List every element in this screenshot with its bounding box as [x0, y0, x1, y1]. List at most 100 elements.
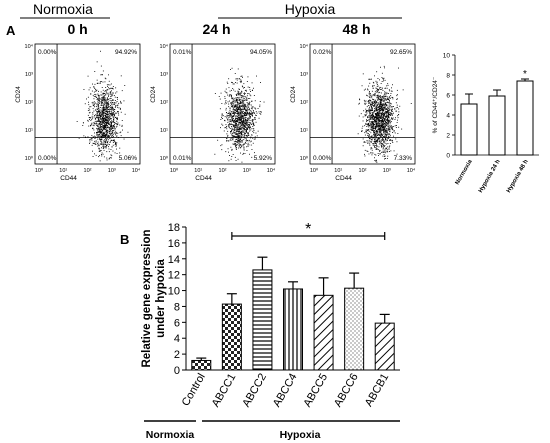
small-x-tick-label: Hypoxia 24 h — [478, 159, 502, 194]
flow-x-tick-label: 10² — [219, 168, 227, 174]
flow-x-tick-label: 10³ — [383, 168, 391, 174]
big-x-tick-label: Control — [180, 372, 208, 409]
flow-plot-frame — [309, 43, 416, 165]
small-bar — [516, 80, 534, 156]
big-y-tick-label: 2 — [174, 349, 180, 361]
quadrant-upper-right-value: 94.92% — [115, 49, 137, 56]
big-bar-abcc5 — [313, 294, 334, 371]
big-y-tick-label: 0 — [174, 365, 180, 377]
big-x-tick-label: ABCB1 — [363, 372, 391, 409]
flow-x-tick-label: 10¹ — [334, 168, 342, 174]
flow-time-label: 0 h — [68, 21, 88, 37]
flow-x-tick-label: 10⁴ — [132, 167, 141, 174]
flow-y-axis-label: CD24 — [290, 86, 297, 103]
small-y-tick-label: 8 — [446, 73, 450, 80]
flow-x-tick-label: 10⁰ — [35, 167, 44, 174]
flow-x-tick-label: 10² — [84, 168, 92, 174]
small-y-tick-label: 10 — [443, 53, 451, 60]
big-x-tick-label: ABCC2 — [240, 372, 269, 410]
hypoxia-group-label: Hypoxia — [280, 429, 321, 441]
big-y-tick-label: 6 — [174, 317, 180, 329]
flow-plot-frame — [169, 43, 276, 165]
flow-x-tick-label: 10⁴ — [407, 167, 416, 174]
gene-expression-bar-chart: 0 2 4 6 8 10 12 14 16 18 Relative gene expression u… — [141, 221, 400, 441]
flow-x-tick-label: 10² — [359, 168, 367, 174]
big-bar-abcc6 — [344, 287, 365, 371]
big-y-tick-label: 14 — [168, 254, 180, 266]
panel-label-b: B — [120, 232, 129, 247]
big-x-tick-label: ABCC1 — [210, 372, 239, 410]
small-bar — [460, 103, 478, 156]
hypoxia-header: Hypoxia — [285, 1, 336, 17]
big-y-tick-label: 18 — [168, 222, 180, 234]
flow-x-tick-label: 10⁴ — [267, 167, 276, 174]
small-bar — [488, 95, 506, 156]
flow-y-tick-label: 10³ — [25, 72, 33, 78]
flow-panel-1: 24 h 0.01% 94.05% 0.01% 5.92% 10⁰ 10¹ 10² 10³ 10⁴… — [150, 21, 276, 182]
quadrant-lower-right-value: 5.06% — [119, 155, 138, 162]
flow-y-tick-label: 10⁰ — [160, 155, 169, 162]
big-y-tick-label: 10 — [168, 286, 180, 298]
flow-y-tick-label: 10⁰ — [25, 155, 34, 162]
flow-y-axis-label: CD24 — [15, 86, 22, 103]
flow-plot-frame — [34, 43, 141, 165]
flow-y-tick-label: 10⁴ — [160, 43, 169, 50]
big-y-axis-label-line1: Relative gene expression — [141, 229, 153, 367]
flow-x-axis-label: CD44 — [60, 175, 77, 182]
flow-y-tick-label: 10³ — [160, 72, 168, 78]
big-bar-abcc4 — [283, 288, 303, 371]
quadrant-lower-left-value: 0.01% — [173, 155, 192, 162]
quadrant-upper-left-value: 0.00% — [38, 49, 57, 56]
quadrant-upper-right-value: 94.05% — [250, 49, 272, 56]
small-x-tick-label: Hypoxia 48 h — [506, 159, 530, 194]
quadrant-lower-left-value: 0.00% — [38, 155, 57, 162]
small-y-tick-label: 2 — [446, 133, 450, 140]
big-bar-abcc1 — [221, 303, 242, 371]
flow-x-tick-label: 10³ — [108, 168, 116, 174]
big-x-tick-label: ABCC4 — [271, 372, 300, 410]
flow-y-axis-label: CD24 — [150, 86, 157, 103]
flow-x-tick-label: 10⁰ — [170, 167, 179, 174]
flow-time-label: 48 h — [343, 21, 371, 37]
flow-cytometry-panels: 0 h 0.00% 94.92% 0.00% 5.06% 10⁰ 10¹ 10² 10³ 10⁴ 1… — [15, 21, 416, 182]
flow-y-tick-label: 10⁰ — [300, 155, 309, 162]
flow-y-tick-label: 10¹ — [25, 128, 33, 134]
flow-panel-0: 0 h 0.00% 94.92% 0.00% 5.06% 10⁰ 10¹ 10² 10³ 10⁴ 1… — [15, 21, 141, 182]
big-x-tick-label: ABCC5 — [301, 372, 330, 410]
flow-x-tick-label: 10³ — [243, 168, 251, 174]
small-y-tick-label: 4 — [446, 113, 450, 120]
flow-scatter-points — [214, 67, 265, 163]
flow-y-tick-label: 10⁴ — [300, 43, 309, 50]
big-bar-abcb1 — [374, 322, 395, 371]
big-y-tick-label: 8 — [174, 301, 180, 313]
flow-x-tick-label: 10⁰ — [310, 167, 319, 174]
flow-y-tick-label: 10⁴ — [25, 43, 34, 50]
small-x-tick-label: Normoxia — [455, 158, 474, 186]
quadrant-lower-left-value: 0.00% — [313, 155, 332, 162]
small-y-tick-label: 6 — [446, 93, 450, 100]
flow-panel-2: 48 h 0.02% 92.65% 0.00% 7.33% 10⁰ 10¹ 10² 10³ 10⁴… — [290, 21, 416, 182]
quadrant-lower-right-value: 7.33% — [394, 155, 413, 162]
flow-y-tick-label: 10² — [160, 100, 168, 106]
big-significance-marker: * — [305, 221, 311, 238]
small-y-tick-label: 0 — [446, 153, 450, 160]
big-y-tick-label: 12 — [168, 270, 180, 282]
big-y-tick-label: 4 — [174, 333, 180, 345]
small-significance-marker: * — [523, 69, 527, 80]
big-bar-abcc2 — [252, 269, 273, 371]
flow-y-tick-label: 10¹ — [160, 128, 168, 134]
big-x-tick-label: ABCC6 — [332, 372, 361, 410]
quadrant-upper-left-value: 0.01% — [173, 49, 192, 56]
flow-y-tick-label: 10² — [300, 100, 308, 106]
big-y-axis-label-line2: under hypoxia — [155, 259, 167, 338]
panel-label-a: A — [6, 23, 16, 38]
quadrant-upper-left-value: 0.02% — [313, 49, 332, 56]
flow-time-label: 24 h — [203, 21, 231, 37]
big-bar-control — [191, 359, 212, 371]
big-y-tick-label: 16 — [168, 238, 180, 250]
flow-scatter-points — [357, 65, 412, 163]
cd44-cd24-bar-chart: 0 2 4 6 8 10 % of CD44⁺/CD24⁻ Normoxia Hypoxia 2… — [432, 53, 539, 194]
flow-x-axis-label: CD44 — [335, 175, 352, 182]
flow-y-tick-label: 10² — [25, 100, 33, 106]
